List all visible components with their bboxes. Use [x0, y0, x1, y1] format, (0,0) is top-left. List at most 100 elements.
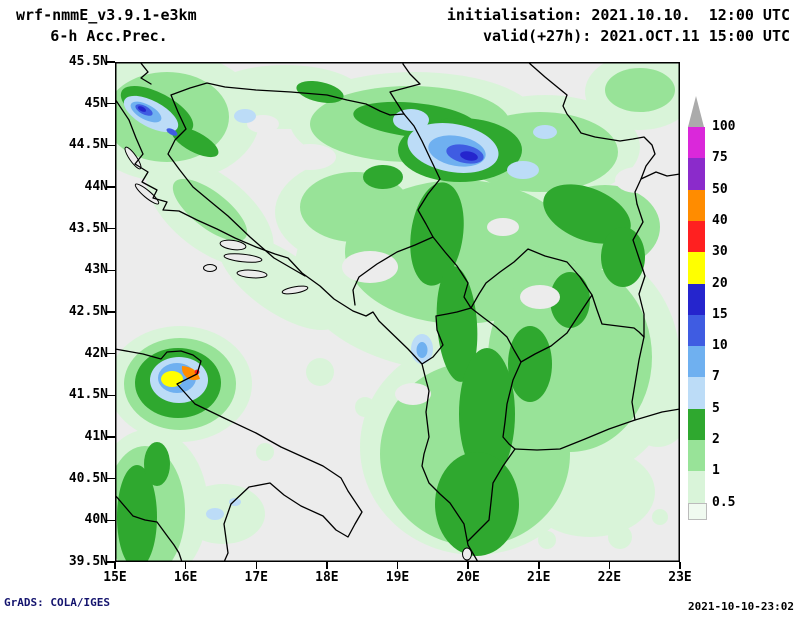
border-albania-greece	[467, 448, 516, 542]
y-tick-mark	[107, 394, 115, 397]
legend-segment	[688, 471, 705, 504]
y-tick-mark	[107, 144, 115, 147]
legend-value-label: 10	[712, 338, 728, 354]
x-tick-mark	[114, 562, 116, 569]
legend-segment	[688, 346, 705, 378]
x-tick-label: 16E	[173, 570, 198, 585]
y-tick-mark	[107, 227, 115, 230]
grads-credit: GrADS: COLA/IGES	[4, 596, 110, 609]
y-tick-label: 43.5N	[68, 220, 108, 236]
x-tick-mark	[184, 562, 187, 569]
y-tick-label: 45.5N	[68, 54, 108, 69]
legend-segment	[688, 377, 705, 410]
y-tick-mark	[107, 561, 115, 563]
y-tick-mark	[107, 61, 115, 63]
legend-value-label: 0.5	[712, 494, 736, 510]
legend-segment	[688, 314, 705, 347]
border-slovenia-croatia	[139, 61, 152, 85]
product-title: 6-h Acc.Prec.	[50, 27, 168, 45]
x-tick-mark	[608, 562, 611, 569]
legend-value-label: 7	[712, 369, 720, 385]
legend-below-segment	[688, 502, 707, 520]
legend-segment	[688, 189, 705, 222]
border-serbia-bulgaria	[632, 203, 646, 338]
x-tick-label: 17E	[244, 570, 268, 585]
legend-value-label: 20	[712, 275, 728, 291]
initialisation-time: initialisation: 2021.10.10. 12:00 UTC	[446, 6, 790, 24]
y-tick-label: 42N	[84, 345, 108, 361]
legend-value-label: 2	[712, 432, 720, 447]
y-tick-mark	[107, 519, 115, 522]
precipitation-map	[80, 52, 696, 585]
legend-value-label: 75	[712, 150, 728, 166]
x-tick-label: 21E	[527, 570, 551, 585]
x-tick-mark	[326, 562, 328, 569]
y-tick-label: 40N	[84, 512, 108, 528]
y-tick-mark	[107, 269, 115, 272]
border-montenegro-serbia	[432, 236, 472, 309]
y-tick-label: 44N	[84, 179, 108, 194]
coastlines-and-borders	[114, 61, 681, 563]
y-tick-mark	[107, 352, 115, 355]
y-tick-mark	[107, 102, 115, 105]
legend-value-label: 5	[712, 400, 720, 416]
y-tick-label: 41N	[84, 429, 108, 444]
y-tick-mark	[107, 477, 115, 480]
border-drina-bosnia-serbia-montenegro	[352, 113, 441, 306]
y-tick-mark	[107, 311, 115, 313]
border-montenegro-albania	[421, 307, 472, 365]
y-tick-mark	[107, 436, 115, 438]
y-tick-label: 42.5N	[68, 304, 108, 319]
adriatic-islands	[124, 146, 472, 561]
italy-tyrrhenian-coastline	[114, 494, 183, 563]
x-tick-mark	[467, 562, 469, 569]
legend-segment	[688, 440, 705, 472]
x-tick-mark	[679, 562, 681, 569]
y-tick-label: 43N	[84, 262, 108, 278]
legend-value-label: 50	[712, 181, 728, 197]
balkan-coastline	[114, 98, 479, 563]
x-tick-label: 20E	[456, 570, 480, 585]
legend-above-arrow	[688, 96, 704, 127]
y-tick-label: 45N	[84, 95, 108, 111]
x-tick-label: 18E	[315, 570, 339, 585]
model-title: wrf-nmmE_v3.9.1-e3km	[16, 6, 197, 24]
legend-value-label: 1	[712, 463, 720, 479]
border-croatia-bosnia	[167, 82, 405, 277]
plot-frame	[115, 62, 680, 562]
legend-value-label: 30	[712, 244, 728, 260]
x-tick-label: 19E	[385, 570, 410, 585]
legend-segment	[688, 158, 705, 191]
dry-gaps	[247, 115, 659, 405]
italy-adriatic-coastline	[114, 348, 363, 563]
border-croatia-serbia	[389, 61, 421, 115]
border-kosovo-macedonia-serbia	[591, 294, 645, 338]
legend-value-label: 15	[712, 306, 728, 322]
x-tick-mark	[255, 562, 257, 569]
valid-time: valid(+27h): 2021.OCT.11 15:00 UTC	[482, 27, 790, 45]
map-svg	[80, 52, 696, 585]
legend-segment	[688, 283, 705, 316]
y-tick-label: 39.5N	[68, 554, 108, 569]
border-albania-macedonia	[502, 361, 522, 450]
y-tick-mark	[107, 186, 115, 188]
precip-layer-15-20	[137, 106, 478, 161]
precip-maximum-core	[161, 366, 200, 387]
y-tick-label: 40.5N	[68, 470, 108, 486]
x-tick-label: 15E	[103, 570, 127, 585]
legend-segment	[688, 220, 705, 253]
y-tick-label: 44.5N	[68, 137, 108, 153]
border-serbia-romania-danube	[527, 61, 656, 205]
y-tick-label: 41.5N	[68, 387, 108, 403]
border-macedonia-bulgaria	[631, 336, 645, 421]
legend-value-label: 100	[712, 119, 736, 134]
x-tick-label: 23E	[668, 570, 692, 585]
x-tick-label: 22E	[597, 570, 622, 585]
legend-segment	[688, 408, 705, 441]
legend-segment	[688, 252, 705, 284]
legend-segment	[688, 127, 705, 159]
legend-value-label: 40	[712, 212, 728, 228]
creation-timestamp: 2021-10-10-23:02	[688, 600, 794, 613]
border-macedonia-greece	[514, 408, 681, 451]
